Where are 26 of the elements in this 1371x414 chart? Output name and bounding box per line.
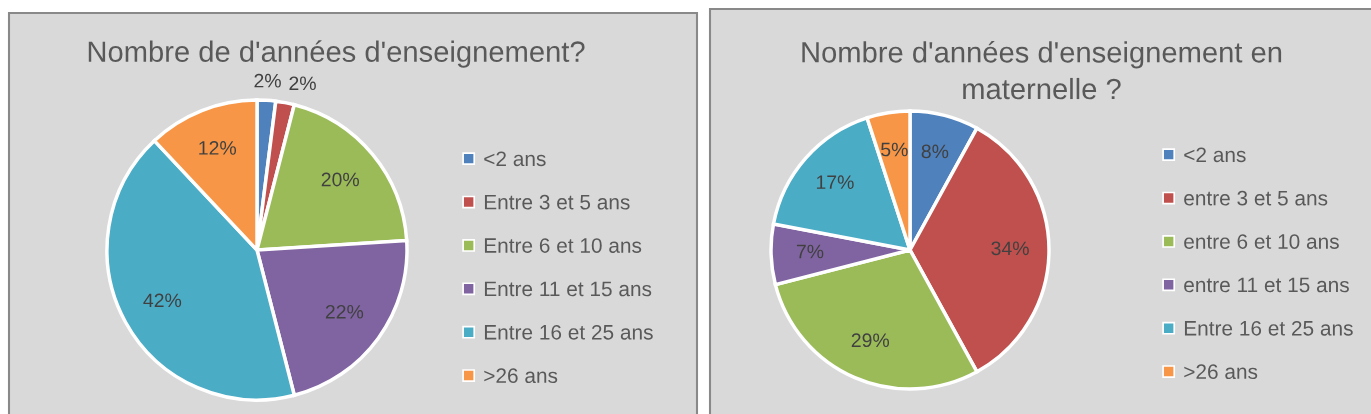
chart-title: Nombre de d'années d'enseignement? xyxy=(88,40,585,68)
data-label: 7% xyxy=(796,244,824,259)
data-label: 12% xyxy=(199,141,237,155)
data-label: 20% xyxy=(321,172,359,187)
legend-label: entre 11 et 15 ans xyxy=(1184,277,1349,293)
data-label: 34% xyxy=(991,241,1029,256)
legend-label: Entre 6 et 10 ans xyxy=(484,238,642,253)
data-label: 29% xyxy=(851,333,890,348)
legend-label: entre 6 et 10 ans xyxy=(1184,234,1339,249)
legend-label: entre 3 et 5 ans xyxy=(1184,190,1328,206)
data-label: 2% xyxy=(289,76,316,91)
legend-label: Entre 11 et 15 ans xyxy=(484,281,652,297)
legend-label: Entre 16 et 25 ans xyxy=(484,324,653,340)
data-label: 22% xyxy=(325,304,364,319)
data-label: 5% xyxy=(881,142,908,157)
legend-label: Entre 3 et 5 ans xyxy=(484,194,630,210)
legend-label: >26 ans xyxy=(484,368,558,384)
data-label: 42% xyxy=(143,293,182,308)
legend-label: <2 ans xyxy=(1184,147,1246,163)
data-label: 17% xyxy=(816,175,854,189)
legend-label: >26 ans xyxy=(1184,364,1258,380)
data-label: 8% xyxy=(921,144,949,159)
legend-label: <2 ans xyxy=(484,151,546,167)
chart-title: Nombre d'années d'enseignement en maternelle ? xyxy=(802,40,1282,100)
legend-label: Entre 16 et 25 ans xyxy=(1184,320,1353,336)
data-label: 2% xyxy=(254,73,281,88)
